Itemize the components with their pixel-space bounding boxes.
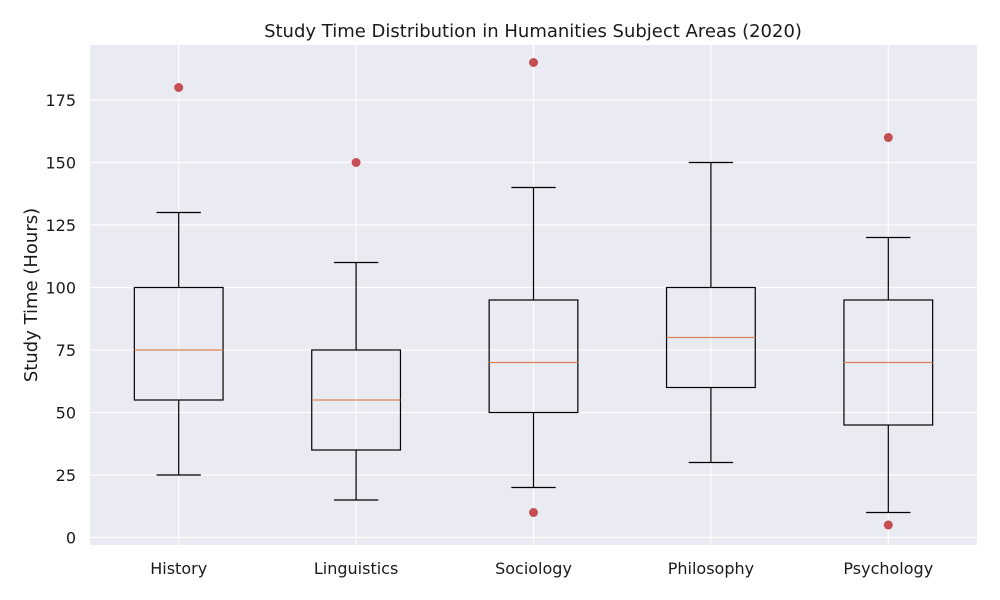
y-tick-label: 100 bbox=[45, 279, 76, 298]
x-tick-label: Sociology bbox=[495, 559, 572, 578]
x-axis-ticks: History Linguistics Sociology Philosophy Psy… bbox=[150, 559, 933, 578]
outlier-point bbox=[883, 133, 893, 142]
outlier-point bbox=[351, 158, 361, 167]
iqr-box bbox=[133, 286, 224, 401]
y-tick-label: 175 bbox=[45, 91, 76, 110]
outlier-point bbox=[529, 508, 538, 517]
x-tick-label: Psychology bbox=[843, 559, 933, 578]
y-axis-label: Study Time (Hours) bbox=[21, 208, 42, 382]
chart-title: Study Time Distribution in Humanities Su… bbox=[264, 21, 802, 42]
box-history bbox=[133, 83, 224, 476]
y-tick-label: 125 bbox=[45, 216, 76, 235]
y-tick-label: 25 bbox=[56, 466, 76, 485]
box-philosophy bbox=[665, 161, 756, 464]
box-series bbox=[133, 58, 934, 530]
y-tick-label: 0 bbox=[66, 529, 76, 548]
x-tick-label: Philosophy bbox=[668, 559, 754, 578]
y-tick-label: 75 bbox=[56, 341, 76, 360]
x-tick-label: Linguistics bbox=[314, 559, 398, 578]
y-tick-label: 50 bbox=[56, 404, 76, 423]
y-tick-label: 150 bbox=[45, 154, 76, 173]
box-linguistics bbox=[311, 158, 402, 501]
y-axis-ticks: 0 25 50 75 100 125 150 175 bbox=[45, 91, 76, 548]
box-psychology bbox=[843, 133, 934, 530]
iqr-box bbox=[488, 299, 579, 414]
outlier-point bbox=[529, 58, 538, 67]
outlier-point bbox=[174, 83, 184, 92]
box-sociology bbox=[488, 58, 579, 517]
x-tick-label: History bbox=[150, 559, 207, 578]
outlier-point bbox=[883, 520, 893, 530]
